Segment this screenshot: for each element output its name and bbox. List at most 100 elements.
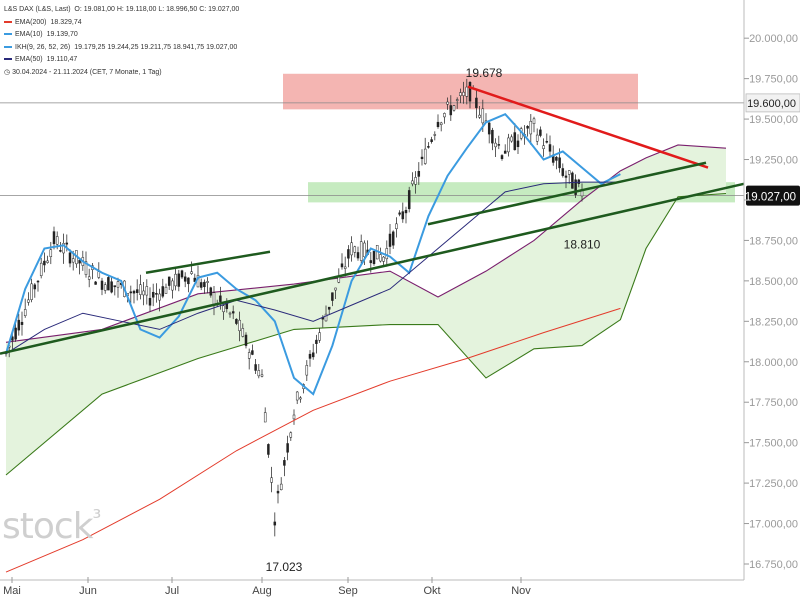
candle-body <box>507 137 510 153</box>
candle-body <box>548 144 552 152</box>
legend-value: 19.179,25 19.244,25 19.211,75 18.941,75 … <box>74 43 238 51</box>
candle-body <box>436 121 440 127</box>
candle-body <box>535 134 539 142</box>
support-trendline-lower <box>0 182 745 355</box>
candle-body <box>59 250 62 252</box>
candle-body <box>145 286 149 296</box>
y-tick-label: 18.500,00 <box>749 276 798 288</box>
current-price-label: 19.027,00 <box>745 192 796 204</box>
candle-body <box>491 129 494 144</box>
candle-body <box>30 283 33 300</box>
resistance-trendline <box>467 85 709 169</box>
legend-swatch <box>4 45 12 48</box>
candle-body <box>561 168 565 176</box>
candle-body <box>254 364 257 371</box>
candle-body <box>113 285 117 288</box>
y-tick-label: 19.500,00 <box>749 114 798 126</box>
legend-name: EMA(50) <box>15 56 43 63</box>
ohlc-label: O: 19.081,00 H: 19.118,00 L: 18.996,50 C… <box>74 6 240 13</box>
y-tick-label: 18.000,00 <box>749 357 798 369</box>
y-tick-label: 16.750,00 <box>749 559 798 571</box>
candle-body <box>286 443 289 453</box>
legend-ema200: EMA(200) 18.329,74 <box>4 17 239 30</box>
candle-body <box>71 258 75 263</box>
candle-body <box>263 412 267 423</box>
candle-body <box>449 105 453 116</box>
candle-body <box>462 91 465 96</box>
annotation-low-aug: 17.023 <box>266 560 303 574</box>
candle-body <box>94 281 97 285</box>
candle-body <box>529 120 533 135</box>
legend-value: 19.139,70 <box>46 31 78 38</box>
candle-body <box>372 250 376 264</box>
candle-body <box>139 284 142 295</box>
instrument-label: L&S DAX (L&S, Last) <box>4 6 71 13</box>
candle-body <box>513 132 517 151</box>
candle-body <box>475 97 478 109</box>
legend-name: IKH(9, 26, 52, 26) <box>15 43 71 51</box>
candle-body <box>267 444 270 455</box>
candle-body <box>190 271 193 274</box>
candle-body <box>52 231 56 245</box>
candle-body <box>401 211 405 220</box>
candle-body <box>107 277 110 291</box>
candle-body <box>417 171 421 177</box>
legend-swatch <box>4 58 12 61</box>
candle-body <box>395 223 398 230</box>
candle-body <box>459 92 462 96</box>
legend-swatch <box>4 33 12 36</box>
legend-name: EMA(200) <box>15 18 47 26</box>
candle-body <box>356 252 360 259</box>
candle-body <box>574 179 577 195</box>
candle-body <box>353 246 357 253</box>
candle-body <box>494 142 497 148</box>
candle-body <box>222 305 225 313</box>
candle-body <box>359 241 363 261</box>
series-ema-10- <box>5 113 621 396</box>
candle-body <box>206 281 209 283</box>
candle-body <box>379 254 382 262</box>
candle-body <box>116 281 120 288</box>
candle-body <box>212 292 216 305</box>
candle-body <box>33 284 37 290</box>
candle-body <box>161 286 165 297</box>
candle-body <box>199 282 203 288</box>
legend-period: ◷ 30.04.2024 - 21.11.2024 (CET, 7 Monate… <box>4 67 239 80</box>
y-tick-label: 17.500,00 <box>749 438 798 450</box>
watermark-logo: stock³ <box>2 506 101 547</box>
current-price-badge <box>746 185 800 206</box>
candle-body <box>545 141 549 143</box>
candle-body <box>228 312 232 315</box>
candle-body <box>558 157 561 169</box>
candle-body <box>295 391 299 401</box>
candle-body <box>103 284 107 291</box>
candle-body <box>148 297 152 306</box>
candle-body <box>238 319 241 332</box>
candle-body <box>311 352 315 358</box>
candle-body <box>427 146 430 148</box>
candle-body <box>49 249 53 258</box>
candle-body <box>231 311 235 314</box>
x-tick-label: Aug <box>252 585 272 597</box>
candle-body <box>155 293 158 295</box>
candle-body <box>209 287 213 296</box>
candle-body <box>398 212 401 215</box>
candle-body <box>171 280 174 291</box>
candle-body <box>247 352 251 359</box>
cloud-span-a <box>5 144 727 343</box>
candle-body <box>337 276 341 283</box>
candle-body <box>420 156 424 160</box>
candle-body <box>382 256 385 262</box>
candle-body <box>20 321 24 325</box>
candle-body <box>526 126 529 129</box>
candle-body <box>334 287 337 291</box>
candle-body <box>289 432 293 438</box>
legend-instrument: L&S DAX (L&S, Last) O: 19.081,00 H: 19.1… <box>4 4 239 17</box>
candle-body <box>542 145 545 149</box>
candle-body <box>257 370 261 377</box>
candle-body <box>407 190 411 210</box>
y-tick-label: 18.250,00 <box>749 316 798 328</box>
candle-body <box>343 266 347 269</box>
